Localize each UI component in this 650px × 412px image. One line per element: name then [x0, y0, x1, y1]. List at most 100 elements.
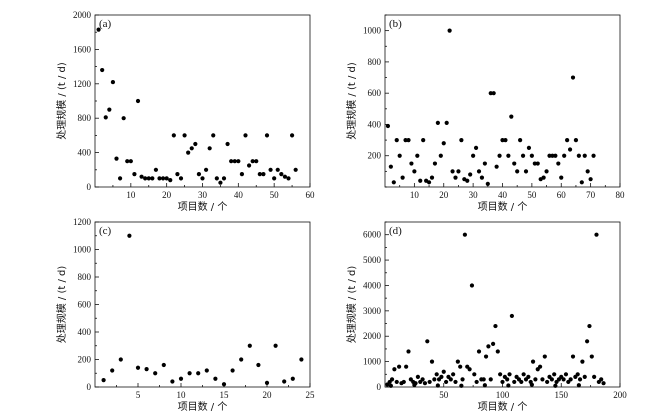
data-point	[391, 180, 396, 185]
data-point	[157, 176, 162, 181]
data-point	[221, 382, 227, 387]
data-point	[523, 169, 529, 174]
data-point	[110, 368, 115, 373]
x-tick-label: 50	[439, 390, 449, 400]
data-point	[570, 354, 576, 359]
data-point	[575, 372, 580, 377]
data-point	[279, 172, 284, 177]
data-point	[482, 383, 487, 388]
data-point	[535, 161, 540, 166]
x-axis-title: 项目数 / 个	[478, 200, 528, 213]
data-point	[450, 169, 455, 174]
y-tick-label: 6000	[363, 230, 382, 240]
y-tick-label: 5000	[363, 255, 382, 265]
data-point	[150, 176, 155, 181]
x-axis-title: 项目数 / 个	[178, 400, 228, 412]
data-point	[153, 371, 158, 376]
data-point	[213, 376, 218, 381]
y-axis-title: 处理规模 / (t / d)	[345, 266, 358, 344]
data-point	[460, 377, 465, 382]
data-point	[250, 159, 255, 164]
x-axis-title: 项目数 / 个	[478, 400, 528, 412]
y-tick-label: 0	[87, 382, 92, 392]
data-point	[261, 172, 266, 177]
data-point	[121, 116, 126, 121]
data-point	[448, 377, 453, 382]
data-point	[171, 133, 176, 138]
data-point	[100, 67, 105, 73]
data-point	[500, 137, 505, 143]
data-point	[588, 177, 593, 182]
data-point	[127, 233, 132, 238]
y-tick-label: 2000	[73, 10, 92, 20]
data-point	[218, 180, 223, 185]
data-point	[483, 354, 489, 359]
data-point	[520, 153, 526, 158]
data-point	[203, 167, 209, 172]
data-point	[580, 359, 585, 364]
data-point	[515, 169, 520, 174]
data-point	[143, 176, 148, 181]
data-point	[429, 359, 435, 364]
data-point	[426, 180, 432, 185]
data-point	[135, 98, 141, 104]
data-point	[160, 176, 166, 181]
x-tick-label: 20	[439, 190, 449, 200]
data-point	[500, 379, 505, 385]
data-point	[576, 153, 581, 158]
chart-panel-1: 200 400 600 800 1000 10 20 30 40 50 60 70 80 (b) 项目数 /…	[345, 14, 625, 213]
data-point	[505, 377, 510, 382]
data-point	[518, 137, 523, 143]
data-point	[550, 153, 555, 158]
data-point	[542, 354, 547, 359]
data-point	[585, 169, 590, 174]
data-point	[591, 153, 596, 158]
data-point	[519, 379, 524, 385]
data-point	[230, 368, 235, 373]
data-point	[388, 383, 393, 388]
data-point	[403, 137, 408, 143]
data-point	[459, 137, 464, 143]
data-point	[388, 164, 393, 169]
data-point	[239, 172, 245, 177]
data-point	[196, 371, 201, 376]
data-point	[472, 372, 477, 377]
panel-label: (c)	[99, 225, 112, 237]
data-point	[485, 181, 490, 186]
data-point	[397, 153, 402, 158]
data-point	[439, 374, 444, 379]
x-tick-label: 60	[557, 190, 567, 200]
y-tick-label: 3000	[363, 306, 382, 316]
data-point	[488, 91, 493, 96]
data-point	[453, 175, 458, 180]
data-point	[153, 167, 159, 172]
data-point	[444, 120, 449, 125]
data-point	[425, 339, 430, 344]
data-point	[211, 133, 216, 138]
data-point	[239, 357, 244, 362]
y-tick-label: 4000	[363, 280, 382, 290]
y-tick-label: 2000	[363, 331, 382, 341]
panel-label: (b)	[389, 18, 402, 30]
data-point	[273, 343, 278, 348]
data-point	[493, 323, 498, 329]
data-point	[268, 167, 273, 172]
data-point	[438, 153, 443, 158]
data-point	[544, 169, 549, 174]
y-tick-label: 1000	[73, 245, 92, 255]
y-tick-label: 400	[78, 327, 92, 337]
data-point	[589, 354, 594, 359]
data-point	[498, 372, 503, 377]
y-axis-title: 处理规模 / (t / d)	[55, 266, 68, 344]
data-point	[468, 172, 473, 177]
x-tick-label: 40	[498, 190, 508, 200]
data-point	[577, 377, 583, 382]
data-point	[429, 175, 435, 180]
data-point	[397, 364, 402, 369]
data-point	[491, 91, 496, 96]
data-point	[567, 147, 573, 152]
y-tick-label: 1600	[73, 44, 92, 54]
data-point	[585, 339, 590, 344]
data-point	[441, 369, 446, 374]
x-tick-label: 50	[270, 190, 280, 200]
